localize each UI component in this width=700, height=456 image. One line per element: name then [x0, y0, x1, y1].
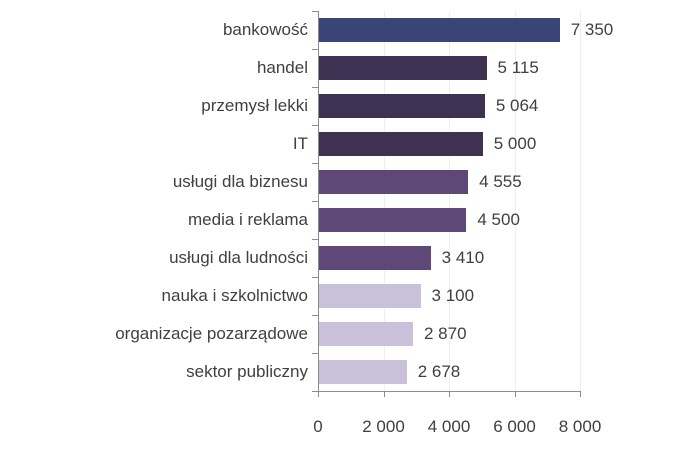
category-label: bankowość [222, 20, 308, 39]
y-axis-tick [312, 201, 318, 202]
y-axis-tick [312, 353, 318, 354]
value-label: 3 410 [441, 248, 485, 267]
x-axis-tick-label: 0 [313, 417, 323, 436]
bar [319, 208, 467, 232]
x-axis-tick [383, 391, 385, 397]
value-label: 5 115 [497, 58, 539, 77]
value-label: 2 870 [423, 324, 467, 343]
y-axis-tick [312, 277, 318, 278]
y-axis-tick [312, 49, 318, 50]
y-axis-line [318, 11, 319, 392]
gridline [383, 11, 385, 391]
value-label: 7 350 [570, 20, 614, 39]
category-label: usługi dla biznesu [172, 172, 308, 191]
x-axis-tick [514, 391, 516, 397]
category-label: handel [256, 58, 308, 77]
category-label: przemysł lekki [201, 96, 308, 115]
gridline [580, 11, 581, 391]
x-axis-tick-label: 2 000 [362, 417, 405, 436]
gridline [514, 11, 516, 391]
bar [319, 246, 431, 270]
category-label: media i reklama [188, 210, 308, 229]
category-label: sektor publiczny [186, 362, 308, 381]
x-axis-tick-label: 4 000 [427, 417, 471, 436]
x-axis-tick-label: 8 000 [558, 417, 602, 436]
y-axis-tick [312, 239, 318, 240]
bar [319, 18, 560, 42]
category-label: organizacje pozarządowe [115, 324, 308, 343]
value-label: 4 555 [479, 172, 522, 191]
bar [319, 360, 407, 384]
x-axis-tick-label: 6 000 [493, 417, 536, 436]
value-label: 5 000 [493, 134, 537, 153]
bar [319, 132, 483, 156]
x-axis-tick [318, 391, 319, 397]
bar [319, 94, 485, 118]
y-axis-tick [312, 391, 318, 392]
value-label: 4 500 [477, 210, 520, 229]
bar [319, 56, 487, 80]
bar [319, 284, 421, 308]
y-axis-tick [312, 125, 318, 126]
category-label: usługi dla ludności [169, 248, 308, 267]
bar [319, 322, 413, 346]
bar [319, 170, 469, 194]
category-label: nauka i szkolnictwo [161, 286, 308, 305]
value-label: 2 678 [417, 362, 461, 381]
y-axis-tick [312, 11, 318, 12]
category-label: IT [292, 134, 308, 153]
y-axis-tick [312, 163, 318, 164]
x-axis-tick [580, 391, 581, 397]
y-axis-tick [312, 315, 318, 316]
value-label: 5 064 [495, 96, 539, 115]
x-axis-tick [449, 391, 450, 397]
value-label: 3 100 [431, 286, 475, 305]
y-axis-tick [312, 87, 318, 88]
gridline [449, 11, 450, 391]
